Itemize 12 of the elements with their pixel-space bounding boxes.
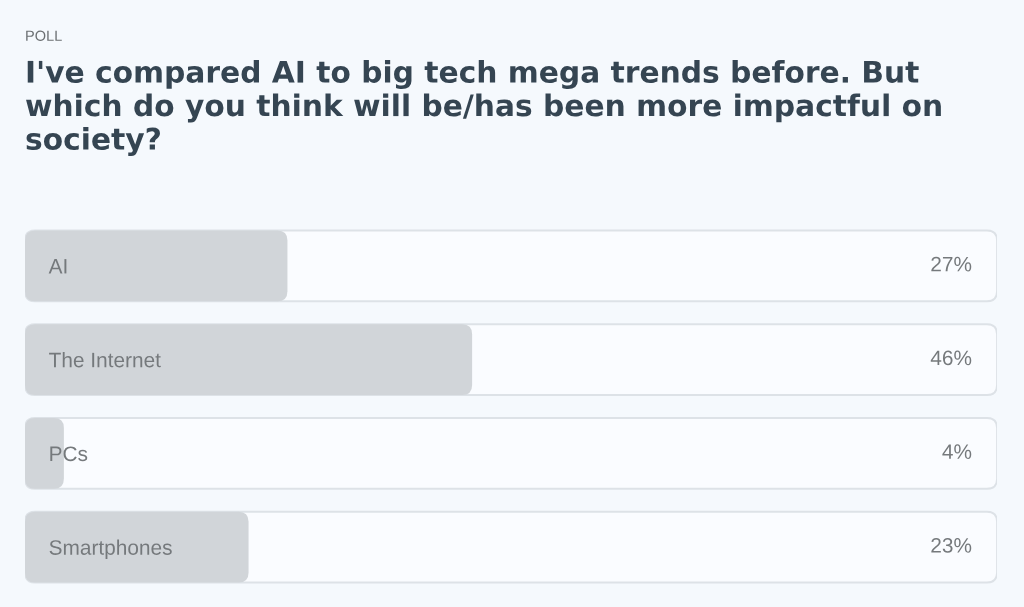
y-tick-label: AI: [48, 259, 67, 274]
bar: [25, 511, 249, 583]
chart-title: I've compared AI to big tech mega trends before. But which do you think will be/has been more impactful on society?: [26, 60, 941, 157]
chart-subtitle: POLL: [26, 30, 62, 41]
y-tick-label: The Internet: [49, 352, 161, 368]
data-label: 46%: [930, 350, 972, 366]
y-tick-label: Smartphones: [49, 539, 172, 559]
data-label: 4%: [942, 444, 972, 459]
data-label: 27%: [931, 256, 972, 272]
bar: [25, 230, 288, 302]
y-tick-label: PCs: [50, 446, 88, 462]
data-label: 23%: [931, 537, 972, 553]
